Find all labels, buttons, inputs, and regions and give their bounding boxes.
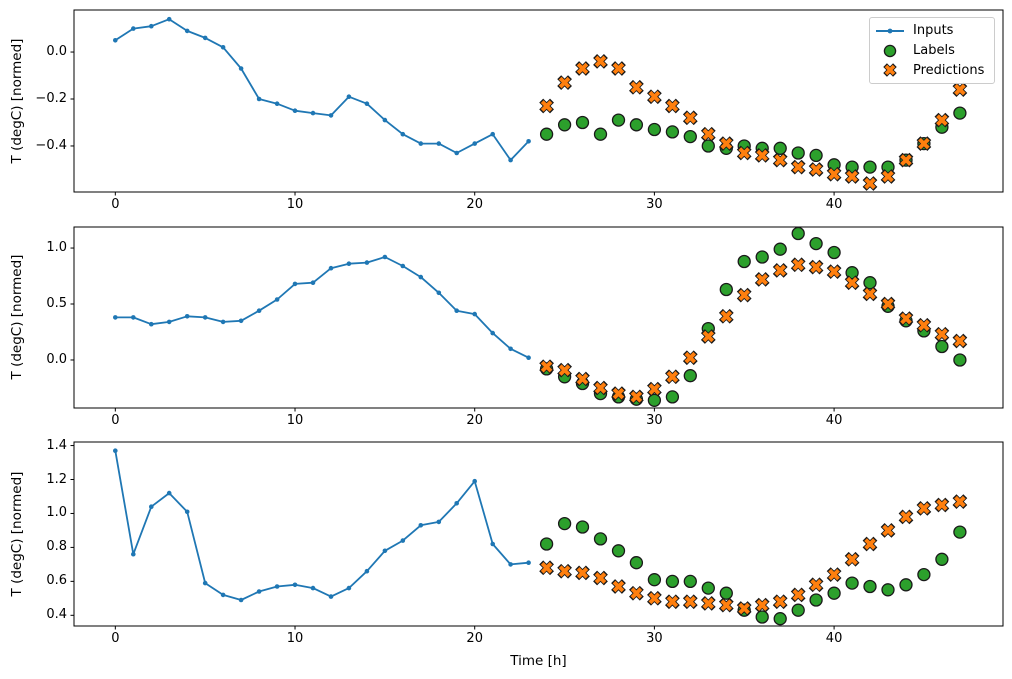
subplot-1-spines (73, 9, 1004, 193)
x-axis-label: Time [h] (510, 653, 567, 669)
inputs-series (113, 254, 531, 361)
y-axis-label-subplot-1: T (degC) [normed] (9, 38, 25, 164)
subplot-3-spines (73, 441, 1004, 627)
y-axis-label-subplot-3: T (degC) [normed] (9, 471, 25, 597)
labels-series (539, 516, 967, 626)
subplot-1-data (113, 16, 968, 191)
legend: Inputs Labels Predictions (869, 17, 995, 84)
labels-circle-icon (883, 44, 897, 57)
predictions-series (539, 54, 968, 191)
legend-label-labels: Labels (913, 43, 955, 58)
predictions-series (539, 494, 968, 616)
subplot-2-data (113, 226, 968, 407)
inputs-series (113, 448, 531, 603)
y-axis-label-subplot-2: T (degC) [normed] (9, 254, 25, 380)
legend-item-predictions: Predictions (870, 60, 994, 80)
legend-item-inputs: Inputs (870, 21, 994, 41)
inputs-series (113, 16, 531, 163)
predictions-x-icon (883, 63, 897, 77)
legend-label-inputs: Inputs (913, 23, 954, 39)
subplot-2-spines (73, 226, 1004, 409)
legend-item-labels: Labels (870, 41, 994, 61)
predictions-series (539, 257, 968, 405)
inputs-line-icon (876, 28, 904, 34)
legend-label-predictions: Predictions (913, 62, 985, 78)
subplot-3-data (113, 448, 968, 626)
